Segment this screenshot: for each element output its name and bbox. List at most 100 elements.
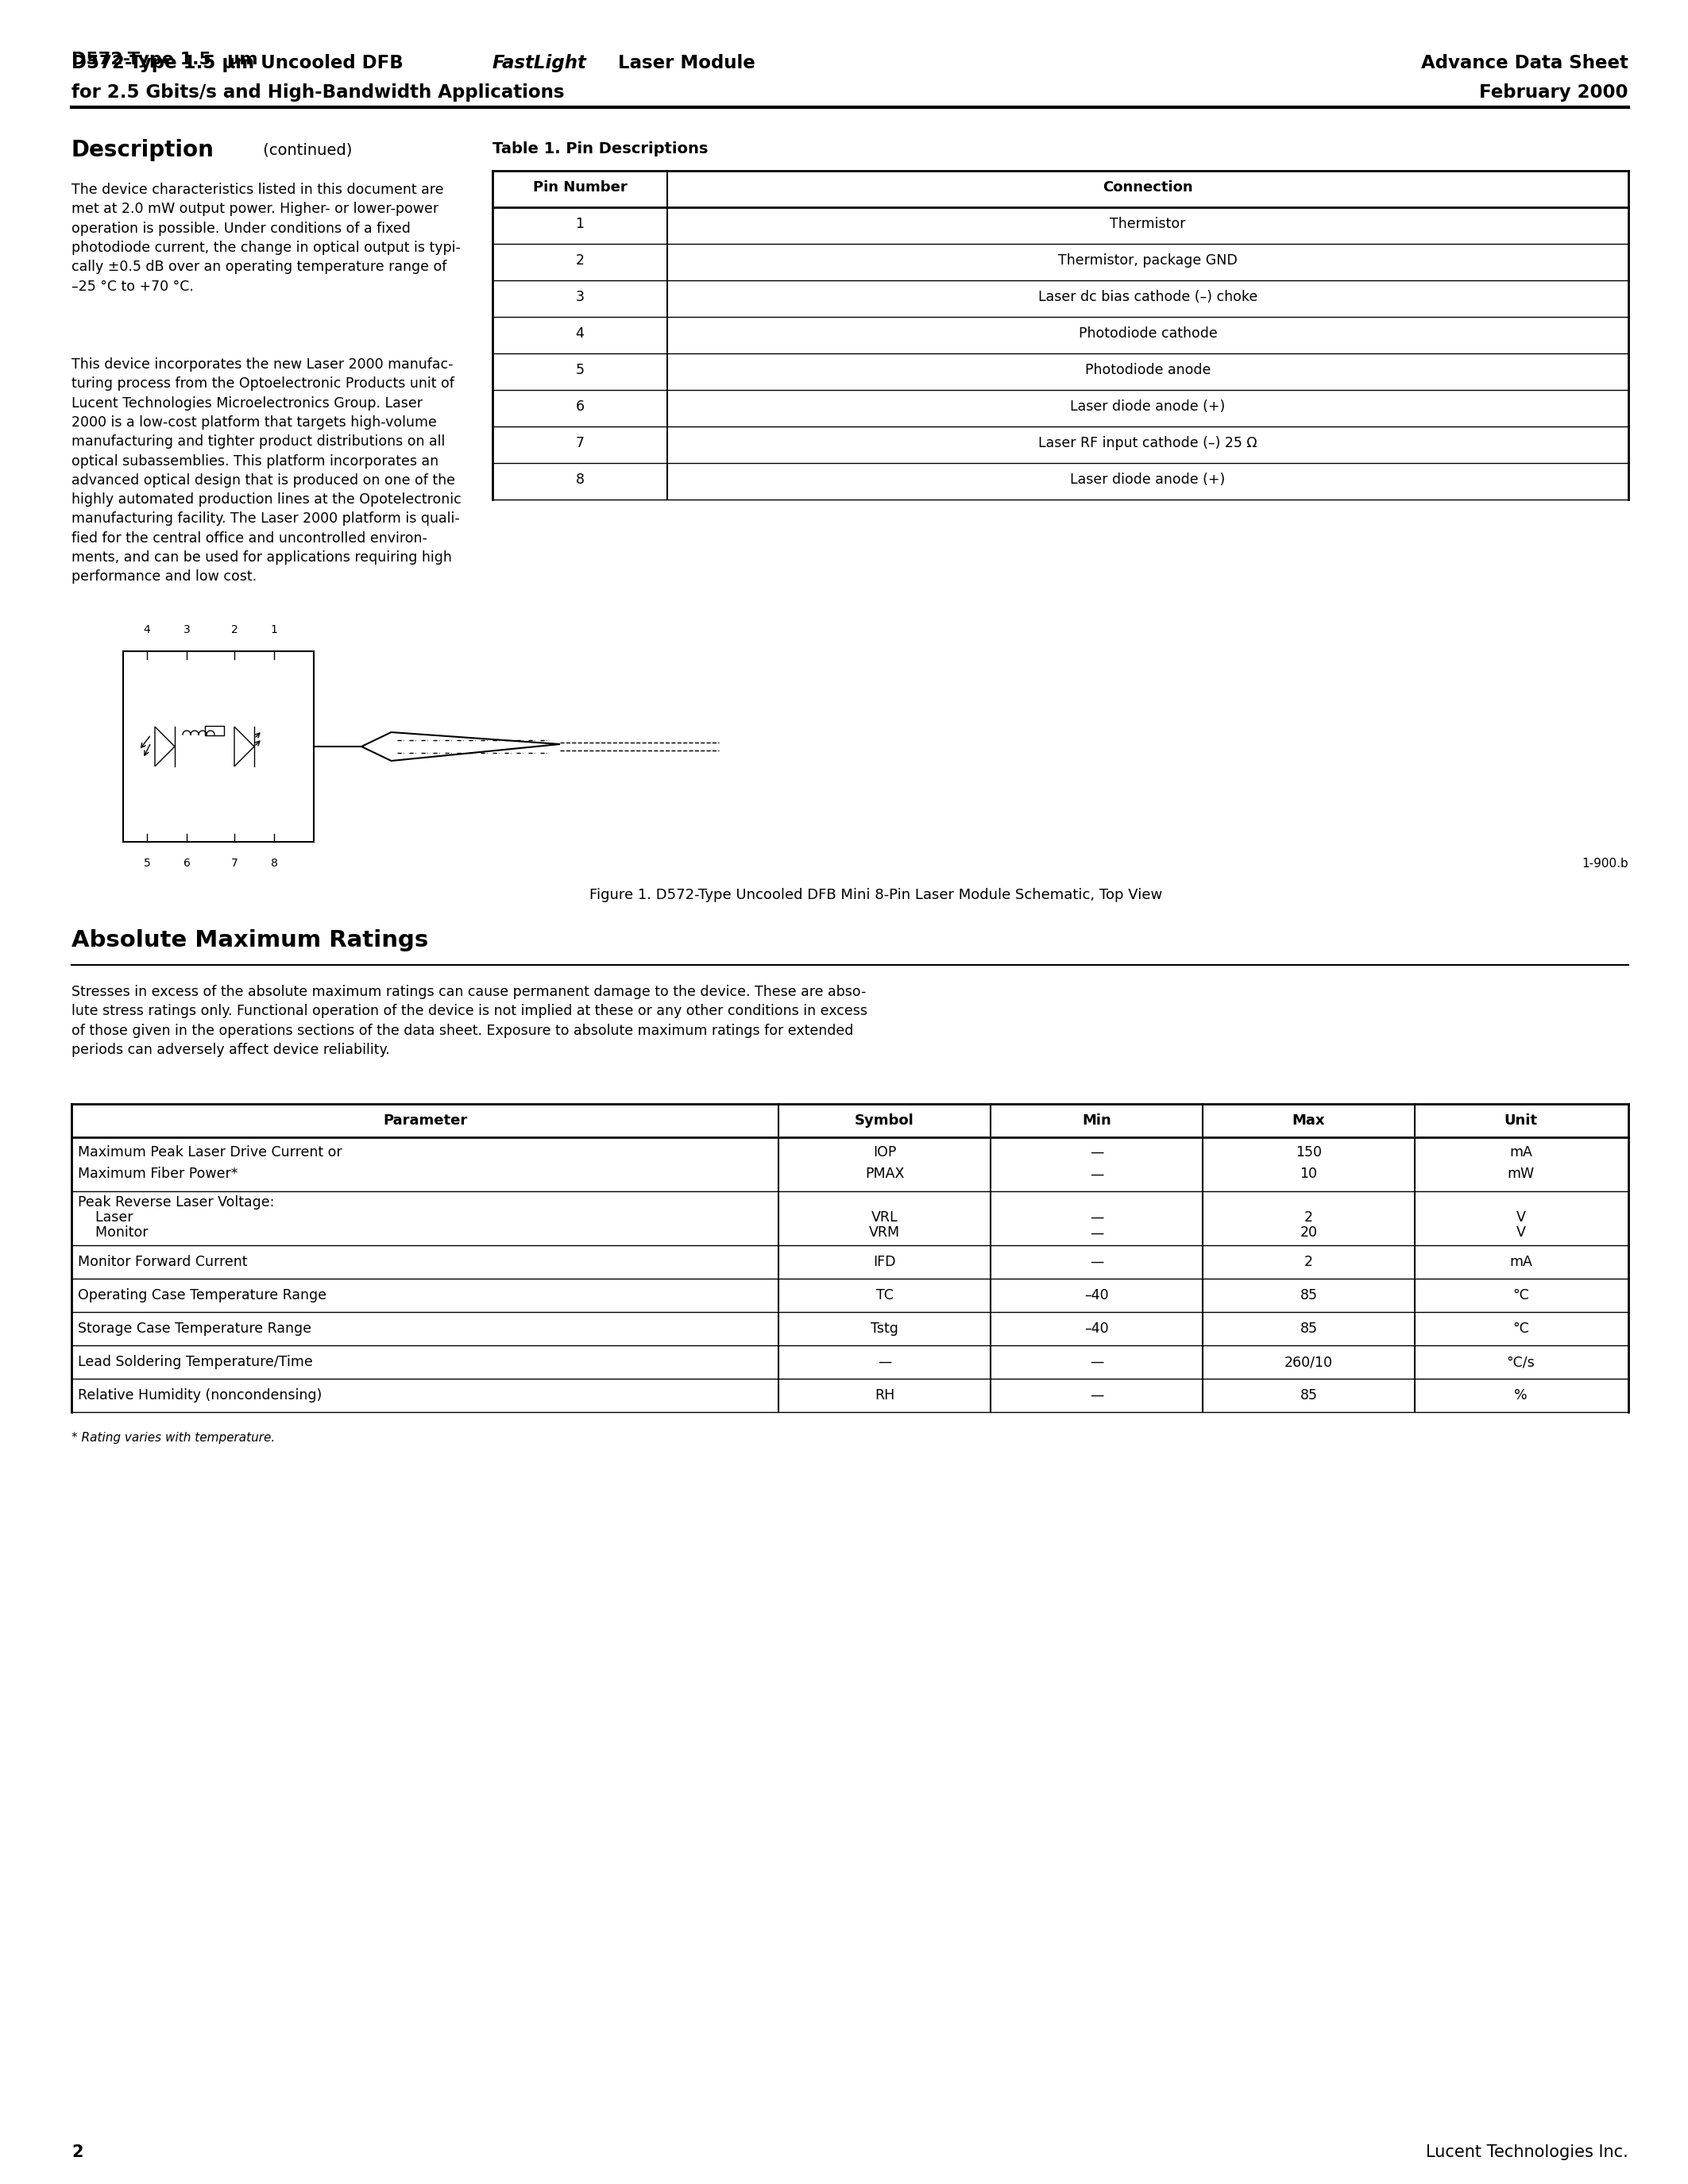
Text: Peak Reverse Laser Voltage:: Peak Reverse Laser Voltage:: [78, 1195, 275, 1210]
Text: Table 1. Pin Descriptions: Table 1. Pin Descriptions: [493, 142, 707, 157]
Text: 85: 85: [1300, 1389, 1317, 1402]
Text: Relative Humidity (noncondensing): Relative Humidity (noncondensing): [78, 1389, 322, 1402]
Text: Photodiode cathode: Photodiode cathode: [1079, 325, 1217, 341]
Text: Tstg: Tstg: [871, 1321, 898, 1337]
Text: Absolute Maximum Ratings: Absolute Maximum Ratings: [71, 928, 429, 952]
Text: FastLight: FastLight: [493, 55, 587, 72]
Text: Stresses in excess of the absolute maximum ratings can cause permanent damage to: Stresses in excess of the absolute maxim…: [71, 985, 868, 1057]
Text: mW: mW: [1507, 1166, 1534, 1182]
Text: Monitor Forward Current: Monitor Forward Current: [78, 1256, 248, 1269]
Text: Laser Module: Laser Module: [611, 55, 755, 72]
Text: μm: μm: [226, 52, 258, 68]
Text: Lead Soldering Temperature/Time: Lead Soldering Temperature/Time: [78, 1354, 312, 1369]
Text: Connection: Connection: [1102, 181, 1193, 194]
Text: 150: 150: [1296, 1144, 1322, 1160]
Text: 8: 8: [576, 472, 584, 487]
Text: 4: 4: [576, 325, 584, 341]
Text: Monitor: Monitor: [78, 1225, 149, 1241]
Text: Laser RF input cathode (–) 25 Ω: Laser RF input cathode (–) 25 Ω: [1038, 437, 1258, 450]
Text: —: —: [1090, 1166, 1104, 1182]
Bar: [204, 725, 225, 736]
Text: * Rating varies with temperature.: * Rating varies with temperature.: [71, 1433, 275, 1444]
Text: 260/10: 260/10: [1285, 1354, 1334, 1369]
Text: Min: Min: [1082, 1114, 1111, 1127]
Text: 3: 3: [184, 625, 191, 636]
Text: IFD: IFD: [873, 1256, 896, 1269]
Text: V: V: [1516, 1210, 1526, 1225]
Text: Maximum Fiber Power*: Maximum Fiber Power*: [78, 1166, 238, 1182]
Text: 5: 5: [576, 363, 584, 378]
Text: 5: 5: [143, 858, 150, 869]
Text: Storage Case Temperature Range: Storage Case Temperature Range: [78, 1321, 311, 1337]
Text: Thermistor: Thermistor: [1111, 216, 1185, 232]
Text: 1-900.b: 1-900.b: [1582, 858, 1629, 869]
Text: Figure 1. D572-Type Uncooled DFB Mini 8-Pin Laser Module Schematic, Top View: Figure 1. D572-Type Uncooled DFB Mini 8-…: [589, 889, 1163, 902]
Text: (continued): (continued): [258, 142, 353, 157]
Text: 8: 8: [270, 858, 277, 869]
Text: PMAX: PMAX: [864, 1166, 905, 1182]
Text: IOP: IOP: [873, 1144, 896, 1160]
Text: °C/s: °C/s: [1507, 1354, 1534, 1369]
Text: Laser diode anode (+): Laser diode anode (+): [1070, 400, 1225, 413]
Text: RH: RH: [874, 1389, 895, 1402]
Text: —: —: [1090, 1225, 1104, 1241]
Text: 7: 7: [231, 858, 238, 869]
Text: 4: 4: [143, 625, 150, 636]
Text: This device incorporates the new Laser 2000 manufac-
turing process from the Opt: This device incorporates the new Laser 2…: [71, 358, 461, 583]
Polygon shape: [361, 732, 560, 760]
Text: D572-Type 1.5 μm Uncooled DFB: D572-Type 1.5 μm Uncooled DFB: [71, 55, 410, 72]
Text: 85: 85: [1300, 1289, 1317, 1302]
Text: 2: 2: [1305, 1256, 1313, 1269]
Text: VRM: VRM: [869, 1225, 900, 1241]
Text: 2: 2: [576, 253, 584, 269]
Text: Lucent Technologies Inc.: Lucent Technologies Inc.: [1426, 2145, 1629, 2160]
Text: 3: 3: [576, 290, 584, 304]
Text: Description: Description: [71, 140, 214, 162]
Text: —: —: [878, 1354, 891, 1369]
Text: Maximum Peak Laser Drive Current or: Maximum Peak Laser Drive Current or: [78, 1144, 343, 1160]
Text: 7: 7: [576, 437, 584, 450]
Text: Photodiode anode: Photodiode anode: [1085, 363, 1210, 378]
Text: for 2.5 Gbits/s and High-Bandwidth Applications: for 2.5 Gbits/s and High-Bandwidth Appli…: [71, 83, 564, 103]
Text: —: —: [1090, 1389, 1104, 1402]
Text: Pin Number: Pin Number: [533, 181, 626, 194]
Text: –40: –40: [1084, 1289, 1109, 1302]
Text: Unit: Unit: [1504, 1114, 1538, 1127]
Text: 6: 6: [182, 858, 191, 869]
Text: 1: 1: [270, 625, 277, 636]
Text: Laser dc bias cathode (–) choke: Laser dc bias cathode (–) choke: [1038, 290, 1258, 304]
Text: TC: TC: [876, 1289, 893, 1302]
Text: Max: Max: [1293, 1114, 1325, 1127]
Text: —: —: [1090, 1256, 1104, 1269]
Text: 20: 20: [1300, 1225, 1317, 1241]
Text: Operating Case Temperature Range: Operating Case Temperature Range: [78, 1289, 326, 1302]
Text: 10: 10: [1300, 1166, 1317, 1182]
Text: °C: °C: [1512, 1289, 1529, 1302]
Text: —: —: [1090, 1354, 1104, 1369]
Text: Advance Data Sheet: Advance Data Sheet: [1421, 55, 1629, 72]
Text: %: %: [1514, 1389, 1528, 1402]
Text: —: —: [1090, 1144, 1104, 1160]
Text: February 2000: February 2000: [1479, 83, 1629, 103]
Text: 2: 2: [231, 625, 238, 636]
Text: Symbol: Symbol: [854, 1114, 915, 1127]
Text: Laser: Laser: [78, 1210, 133, 1225]
Text: 1: 1: [576, 216, 584, 232]
Text: –40: –40: [1084, 1321, 1109, 1337]
Bar: [123, 651, 314, 841]
Text: Parameter: Parameter: [383, 1114, 468, 1127]
Text: °C: °C: [1512, 1321, 1529, 1337]
Text: 2: 2: [71, 2145, 83, 2160]
Polygon shape: [235, 727, 255, 767]
Text: The device characteristics listed in this document are
met at 2.0 mW output powe: The device characteristics listed in thi…: [71, 183, 461, 293]
Text: 85: 85: [1300, 1321, 1317, 1337]
Text: 2: 2: [1305, 1210, 1313, 1225]
Text: mA: mA: [1509, 1144, 1533, 1160]
Text: D572-Type 1.5: D572-Type 1.5: [71, 52, 218, 68]
Text: Laser diode anode (+): Laser diode anode (+): [1070, 472, 1225, 487]
Text: VRL: VRL: [871, 1210, 898, 1225]
Text: Thermistor, package GND: Thermistor, package GND: [1058, 253, 1237, 269]
Text: V: V: [1516, 1225, 1526, 1241]
Text: mA: mA: [1509, 1256, 1533, 1269]
Text: —: —: [1090, 1210, 1104, 1225]
